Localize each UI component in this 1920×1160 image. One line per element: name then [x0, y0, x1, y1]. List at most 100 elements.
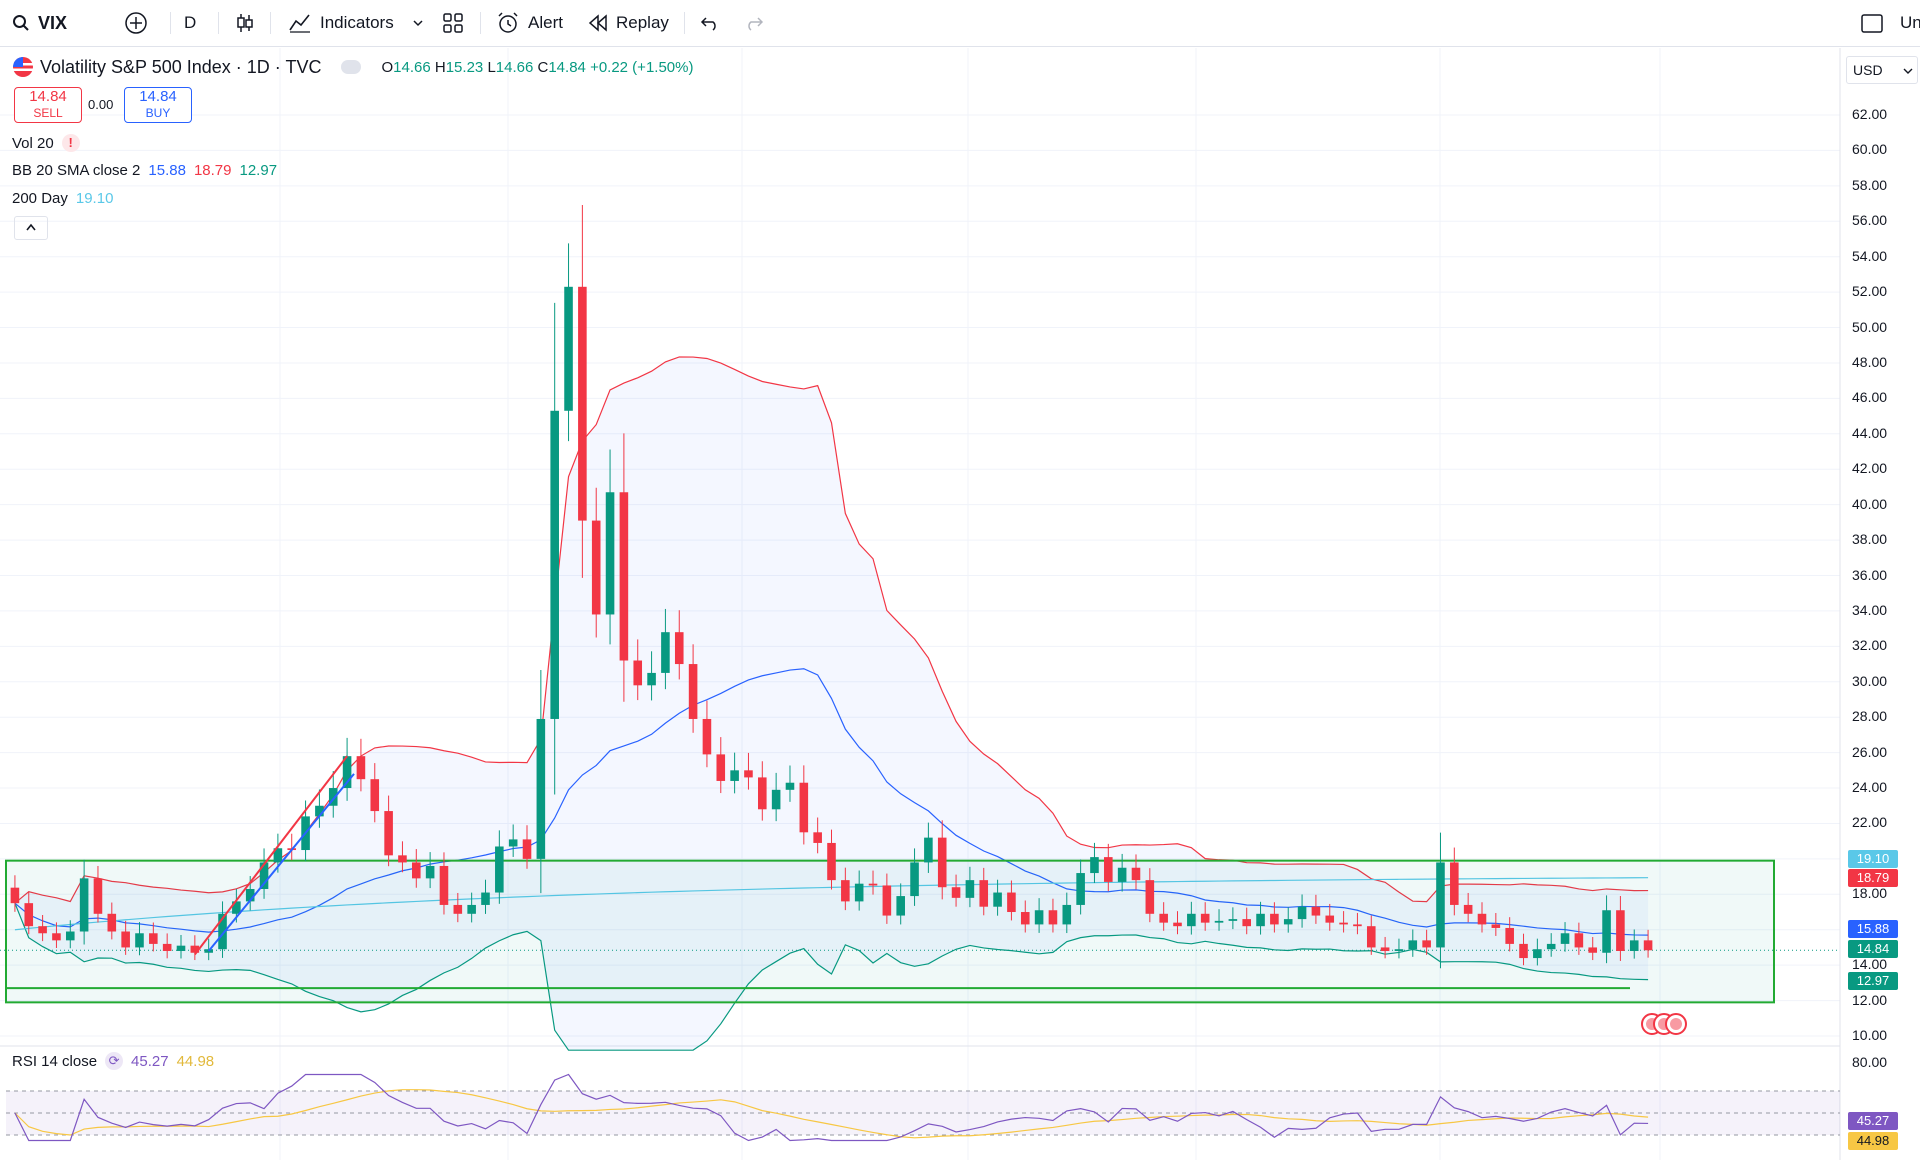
price-axis-tick: 34.00	[1852, 601, 1888, 618]
symbol-search[interactable]: VIX	[12, 0, 67, 46]
candle-body	[1283, 919, 1293, 925]
redo-icon	[748, 17, 764, 31]
price-axis-tick: 42.00	[1852, 460, 1888, 477]
buy-button[interactable]: 14.84 BUY	[124, 87, 192, 123]
warning-icon[interactable]: !	[61, 134, 80, 152]
candle-body	[1145, 880, 1155, 914]
account-menu[interactable]: Un	[1900, 0, 1920, 46]
low-label: L	[487, 58, 496, 76]
candle-body	[65, 931, 75, 941]
candle-body	[93, 878, 103, 914]
candle-body	[38, 926, 47, 934]
bb-legend[interactable]: BB 20 SMA close 2 15.88 18.79 12.97	[12, 162, 277, 179]
candle-body	[508, 839, 518, 847]
chart-type-button[interactable]	[234, 0, 256, 46]
replay-button[interactable]: Replay	[588, 0, 669, 46]
chart-title: Volatility S&P 500 Index · 1D · TVC	[40, 56, 322, 77]
symbol-label: VIX	[38, 12, 68, 33]
refresh-icon[interactable]: ⟳	[105, 1052, 124, 1070]
candle-body	[841, 880, 850, 902]
square-icon	[1861, 14, 1883, 33]
change-value: +0.22 (+1.50%)	[590, 58, 694, 76]
candle-body	[813, 832, 822, 843]
candle-body	[24, 903, 34, 927]
candle-body	[661, 632, 670, 673]
replay-icon	[588, 14, 607, 32]
alert-button[interactable]: Alert	[496, 0, 563, 46]
candle-body	[1491, 924, 1501, 928]
collapse-legend-button[interactable]	[14, 216, 48, 240]
rsi-legend[interactable]: RSI 14 close ⟳ 45.27 44.98	[12, 1052, 214, 1070]
candle-body	[481, 892, 490, 905]
interval-button[interactable]: D	[184, 0, 196, 46]
candle-body	[564, 286, 573, 411]
price-axis-tick: 24.00	[1852, 779, 1888, 796]
candle-body	[1546, 943, 1556, 950]
undo-icon	[700, 17, 716, 31]
candle-body	[951, 887, 961, 898]
ma-label: 200 Day	[12, 190, 68, 207]
candle-body	[1173, 922, 1182, 927]
bb-fill	[14, 356, 1649, 1051]
ma-legend[interactable]: 200 Day 19.10	[12, 190, 113, 207]
candle-body	[522, 839, 532, 859]
replay-label: Replay	[616, 13, 669, 32]
candle-body	[647, 672, 656, 686]
rsi-ma-line	[14, 1089, 1649, 1139]
currency-label: USD	[1853, 62, 1883, 78]
rsi-ma-price-tag: 44.98	[1848, 1132, 1898, 1150]
undo-button[interactable]	[700, 0, 720, 46]
price-axis-tick: 14.00	[1852, 956, 1888, 973]
open-label: O	[381, 58, 394, 76]
candle-body	[965, 880, 975, 898]
redo-button[interactable]	[744, 0, 764, 46]
chevron-up-icon	[26, 223, 36, 231]
candle-body	[1477, 913, 1487, 925]
chart-grid	[0, 48, 1841, 1160]
ohlc-values: O14.66 H15.23 L14.66 C14.84 +0.22 (+1.50…	[381, 59, 693, 76]
high-label: H	[434, 58, 446, 76]
bb-lower-value: 12.97	[239, 162, 278, 179]
chevron-down-icon	[413, 20, 423, 27]
indicators-dropdown[interactable]	[412, 0, 424, 46]
price-axis-tick: 18.00	[1852, 885, 1888, 902]
candle-body	[1339, 922, 1348, 925]
candle-body	[1519, 943, 1528, 959]
indicators-button[interactable]: Indicators	[288, 0, 394, 46]
ma-price-tag: 19.10	[1848, 850, 1898, 868]
account-label: Un	[1900, 13, 1920, 32]
event-flags	[1641, 1013, 1687, 1035]
candle-body	[1228, 919, 1238, 921]
candle-body	[536, 718, 546, 859]
compare-button[interactable]	[124, 0, 148, 46]
sell-button[interactable]: 14.84 SELL	[14, 87, 82, 123]
volume-legend[interactable]: Vol 20 !	[12, 134, 80, 152]
candle-body	[1560, 933, 1570, 944]
rsi-axis-tick: 80.00	[1852, 1054, 1888, 1070]
candle-body	[218, 913, 227, 950]
candle-body	[827, 842, 836, 881]
candle-body	[121, 931, 130, 948]
candle-body	[771, 789, 781, 810]
toolbar-divider	[270, 12, 271, 34]
candle-body	[619, 492, 629, 661]
currency-select[interactable]: USD	[1846, 56, 1918, 84]
candle-body	[1034, 910, 1044, 925]
us-flag-icon	[13, 57, 33, 77]
candle-body	[1062, 904, 1072, 925]
layouts-button[interactable]	[442, 0, 464, 46]
candles	[10, 204, 1653, 969]
candle-body	[605, 492, 615, 615]
candle-body	[1422, 940, 1431, 948]
fullscreen-button[interactable]	[1860, 0, 1884, 46]
candle-body	[1200, 913, 1210, 923]
indicators-icon	[289, 14, 310, 33]
price-axis-tick: 26.00	[1852, 743, 1888, 760]
toolbar-divider	[480, 12, 481, 34]
candle-body	[1629, 940, 1639, 951]
legend-options-icon[interactable]	[341, 60, 362, 74]
candle-body	[107, 913, 117, 932]
price-axis-tick: 22.00	[1852, 814, 1888, 831]
volume-label: Vol 20	[12, 134, 54, 152]
